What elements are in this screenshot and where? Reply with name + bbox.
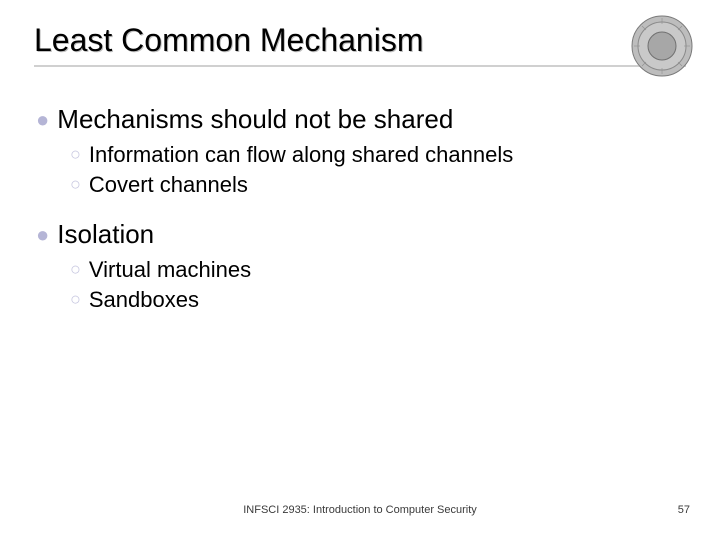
bullet-l1: ● Isolation bbox=[36, 218, 686, 252]
circle-bullet-icon: ○ bbox=[70, 256, 81, 283]
circle-bullet-icon: ○ bbox=[70, 141, 81, 168]
disc-bullet-icon: ● bbox=[36, 103, 49, 136]
circle-bullet-icon: ○ bbox=[70, 286, 81, 313]
bullet-text: Sandboxes bbox=[89, 286, 199, 315]
bullet-l2: ○ Information can flow along shared chan… bbox=[70, 141, 686, 170]
disc-bullet-icon: ● bbox=[36, 218, 49, 251]
bullet-text: Covert channels bbox=[89, 171, 248, 200]
bullet-l2: ○ Sandboxes bbox=[70, 286, 686, 315]
bullet-text: Mechanisms should not be shared bbox=[57, 103, 453, 137]
footer-course: INFSCI 2935: Introduction to Computer Se… bbox=[0, 504, 720, 516]
bullet-text: Information can flow along shared channe… bbox=[89, 141, 513, 170]
bullet-text: Isolation bbox=[57, 218, 154, 252]
bullet-text: Virtual machines bbox=[89, 256, 251, 285]
title-underline bbox=[34, 65, 686, 67]
seal-logo bbox=[630, 14, 694, 78]
bullet-l2: ○ Virtual machines bbox=[70, 256, 686, 285]
bullet-l2: ○ Covert channels bbox=[70, 171, 686, 200]
bullet-l1: ● Mechanisms should not be shared bbox=[36, 103, 686, 137]
slide-title: Least Common Mechanism bbox=[34, 22, 686, 59]
circle-bullet-icon: ○ bbox=[70, 171, 81, 198]
slide-content: ● Mechanisms should not be shared ○ Info… bbox=[34, 103, 686, 315]
slide: Least Common Mechanism ● Mechanisms shou… bbox=[0, 0, 720, 540]
page-number: 57 bbox=[678, 504, 690, 516]
